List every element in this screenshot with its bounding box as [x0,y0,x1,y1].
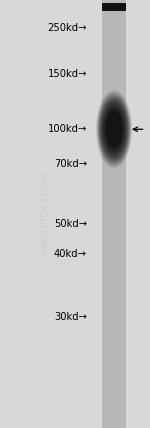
Ellipse shape [102,102,126,157]
Text: 70kd→: 70kd→ [54,159,87,169]
Ellipse shape [99,96,129,163]
Ellipse shape [105,110,123,149]
Ellipse shape [101,101,127,158]
Ellipse shape [99,98,129,161]
Text: 250kd→: 250kd→ [48,23,87,33]
Ellipse shape [96,90,132,169]
Ellipse shape [97,91,131,167]
Ellipse shape [98,94,130,164]
Text: 150kd→: 150kd→ [48,69,87,80]
Bar [102,0,126,428]
Bar [102,3,126,11]
Ellipse shape [102,104,126,155]
Ellipse shape [106,111,122,147]
Text: 30kd→: 30kd→ [54,312,87,322]
Text: 40kd→: 40kd→ [54,249,87,259]
Ellipse shape [100,99,128,160]
Text: 100kd→: 100kd→ [48,124,87,134]
Ellipse shape [104,108,124,150]
Ellipse shape [104,107,124,152]
Text: 50kd→: 50kd→ [54,219,87,229]
Ellipse shape [97,93,131,166]
Text: WWW.PTGA3.COM: WWW.PTGA3.COM [40,173,50,255]
Ellipse shape [103,105,125,153]
